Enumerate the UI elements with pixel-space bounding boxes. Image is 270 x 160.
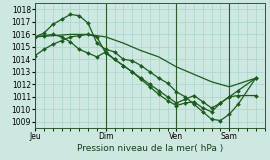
X-axis label: Pression niveau de la mer( hPa ): Pression niveau de la mer( hPa )	[77, 144, 223, 153]
